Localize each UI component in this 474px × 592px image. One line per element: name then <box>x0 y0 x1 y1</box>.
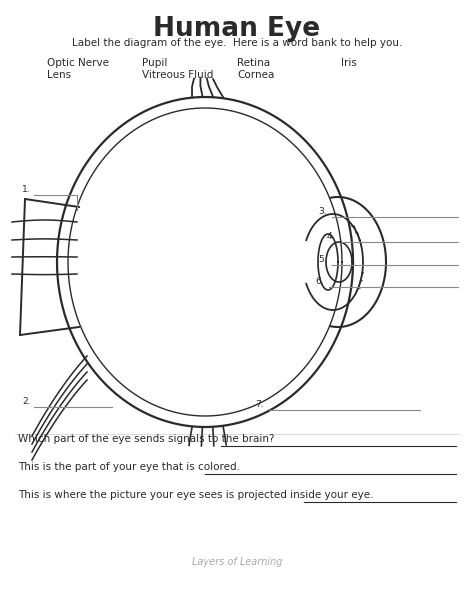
Text: 5.: 5. <box>318 255 327 264</box>
Text: Pupil: Pupil <box>142 58 168 68</box>
Text: Which part of the eye sends signals to the brain?: Which part of the eye sends signals to t… <box>18 434 274 444</box>
Text: 6.: 6. <box>315 277 324 286</box>
Text: 1.: 1. <box>22 185 31 194</box>
Text: Lens: Lens <box>47 70 72 80</box>
Text: Optic Nerve: Optic Nerve <box>47 58 109 68</box>
Text: Vitreous Fluid: Vitreous Fluid <box>142 70 214 80</box>
Text: Cornea: Cornea <box>237 70 274 80</box>
Text: Iris: Iris <box>341 58 357 68</box>
Text: This is the part of your eye that is colored.: This is the part of your eye that is col… <box>18 462 240 472</box>
Text: 2.: 2. <box>22 397 30 406</box>
Text: 7.: 7. <box>255 400 264 409</box>
Text: Retina: Retina <box>237 58 270 68</box>
Text: This is where the picture your eye sees is projected inside your eye.: This is where the picture your eye sees … <box>18 490 374 500</box>
Text: Human Eye: Human Eye <box>154 16 320 42</box>
Text: Layers of Learning: Layers of Learning <box>192 557 282 567</box>
Text: 3.: 3. <box>318 207 327 216</box>
Text: 4.: 4. <box>327 232 336 241</box>
Text: Label the diagram of the eye.  Here is a word bank to help you.: Label the diagram of the eye. Here is a … <box>72 38 402 48</box>
